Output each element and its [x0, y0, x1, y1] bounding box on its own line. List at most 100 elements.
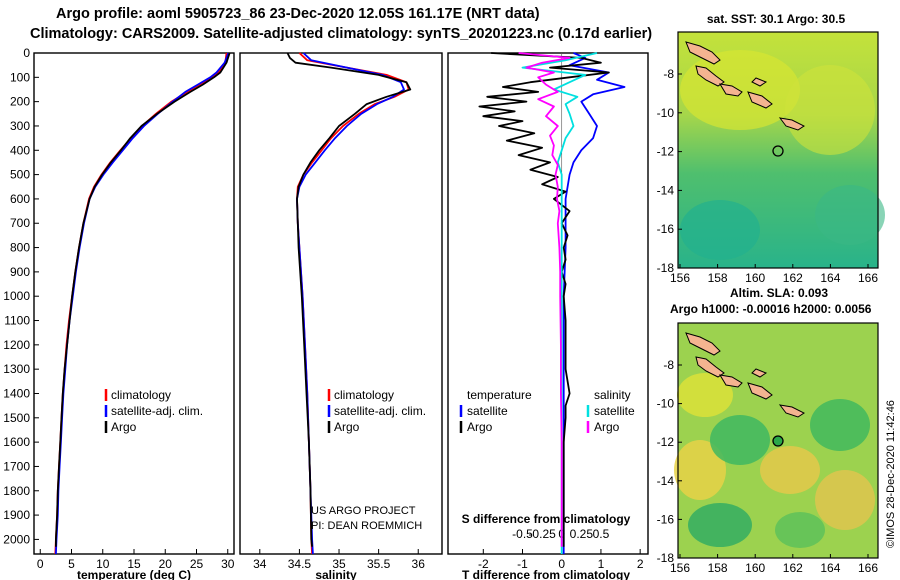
legend-heading-temperature: temperature	[467, 388, 532, 402]
depth-tick-label: 200	[10, 95, 30, 109]
depth-axis: 0 100 200 300 400 500 600 700 800 900 1000 1100 1200…	[3, 46, 39, 546]
island	[751, 77, 768, 87]
land-islands	[685, 41, 805, 131]
series-line-t-satellite	[562, 52, 626, 554]
island	[747, 91, 773, 109]
depth-tick-label: 1200	[3, 338, 30, 352]
map-lon-label: 166	[858, 561, 878, 575]
map-lon-label: 162	[783, 561, 803, 575]
sla-high-patch	[815, 470, 875, 530]
series-line-t-argo	[478, 52, 610, 547]
depth-tick-label: 400	[10, 143, 30, 157]
map-lat-label: -8	[663, 358, 674, 372]
depth-tick-label: 700	[10, 216, 30, 230]
island	[751, 368, 768, 378]
legend-label-climatology: climatology	[334, 388, 394, 402]
island	[685, 41, 721, 65]
difference-xlabel: T difference from climatology	[462, 568, 630, 580]
map-lat-label: -16	[657, 512, 675, 526]
map-lon-label: 164	[820, 271, 840, 285]
map-lon-label: 156	[670, 561, 690, 575]
x-tick-label: -2	[478, 557, 489, 571]
figure-title-line2: Climatology: CARS2009. Satellite-adjuste…	[30, 26, 653, 42]
depth-tick-label: 1300	[3, 362, 30, 376]
map-lat-label: -10	[657, 106, 675, 120]
difference-panel-frame	[447, 52, 649, 555]
figure-title-line1: Argo profile: aoml 5905723_86 23-Dec-202…	[56, 6, 540, 22]
difference-legend: temperature salinity satellite Argo sate…	[459, 388, 635, 434]
depth-tick-label: 100	[10, 70, 30, 84]
map-lat-label: -12	[657, 145, 675, 159]
legend-label-satellite-adj: satellite-adj. clim.	[111, 404, 203, 418]
s-tick-label: 0.25	[570, 527, 594, 541]
s-tick-label: 0.5	[593, 527, 610, 541]
sst-cool-patch	[815, 185, 885, 245]
land-islands	[685, 332, 805, 418]
temperature-legend: climatology satellite-adj. clim. Argo	[104, 388, 203, 434]
sla-high-patch	[674, 440, 726, 500]
sla-map	[674, 322, 879, 559]
depth-tick-label: 300	[10, 119, 30, 133]
x-tick-label: -1	[517, 557, 528, 571]
sst-warm-patch	[680, 50, 800, 130]
legend-label-argo: Argo	[111, 420, 137, 434]
map-lat-label: -16	[657, 222, 675, 236]
sla-low-patch	[710, 415, 770, 465]
x-tick-label: 35	[332, 557, 346, 571]
temperature-panel-frame	[33, 52, 235, 555]
depth-tick-label: 1400	[3, 386, 30, 400]
sla-map-title-line1: Altim. SLA: 0.093	[730, 286, 828, 300]
series-line-satellite-adj-clim-	[55, 52, 230, 555]
island	[719, 374, 743, 388]
project-annotation-line2: PI: DEAN ROEMMICH	[311, 520, 422, 532]
map-lat-label: -10	[657, 397, 675, 411]
legend-label-s-satellite: satellite	[594, 404, 635, 418]
difference-xlabel-salinity: S difference from climatology	[462, 512, 631, 526]
island	[747, 382, 773, 400]
depth-tick-label: 1100	[4, 314, 30, 328]
island	[685, 332, 721, 356]
x-tick-label: 0	[558, 557, 565, 571]
map-lon-label: 158	[708, 561, 728, 575]
x-tick-label: 15	[127, 557, 141, 571]
sla-high-patch	[760, 446, 820, 494]
depth-tick-label: 1700	[3, 459, 30, 473]
island	[778, 404, 805, 418]
map-lat-label: -8	[663, 67, 674, 81]
series-line-argo	[286, 52, 412, 547]
map-lat-label: -12	[657, 435, 675, 449]
legend-label-satellite-adj: satellite-adj. clim.	[334, 404, 426, 418]
depth-tick-label: 1000	[3, 289, 30, 303]
x-tick-label: 30	[221, 557, 235, 571]
sst-map-frame	[677, 31, 879, 269]
series-line-satellite-adj-clim-	[296, 52, 405, 555]
depth-tick-label: 800	[10, 241, 30, 255]
series-line-climatology	[296, 52, 410, 555]
x-tick-label: 25	[190, 557, 204, 571]
depth-tick-label: 2000	[3, 532, 30, 546]
imos-credit: ©IMOS 28-Dec-2020 11:42:46	[885, 400, 897, 548]
depth-tick-label: 1900	[3, 508, 30, 522]
depth-tick-label: 900	[10, 265, 30, 279]
legend-label-t-argo: Argo	[467, 420, 493, 434]
project-annotation-line1: US ARGO PROJECT	[311, 505, 416, 517]
salinity-xlabel: salinity	[315, 568, 357, 580]
x-tick-label: 34.5	[288, 557, 312, 571]
argo-float-marker	[772, 145, 784, 157]
temperature-panel: 0 5 10 15 20 25 30	[37, 52, 235, 571]
depth-tick-label: 500	[10, 168, 30, 182]
legend-label-argo: Argo	[334, 420, 360, 434]
x-tick-label: 10	[96, 557, 110, 571]
series-line-argo	[55, 52, 231, 547]
salinity-panel: 34 34.5 35 35.5 36	[253, 52, 425, 571]
map-lon-label: 162	[783, 271, 803, 285]
map-lon-label: 156	[670, 271, 690, 285]
argo-float-marker	[772, 435, 784, 447]
map-lon-label: 160	[745, 561, 765, 575]
map-lat-label: -18	[657, 551, 675, 565]
map-lon-label: 166	[858, 271, 878, 285]
map-lon-label: 158	[708, 271, 728, 285]
x-tick-label: 35.5	[367, 557, 391, 571]
sla-high-patch	[677, 373, 733, 417]
map-lon-label: 160	[745, 271, 765, 285]
